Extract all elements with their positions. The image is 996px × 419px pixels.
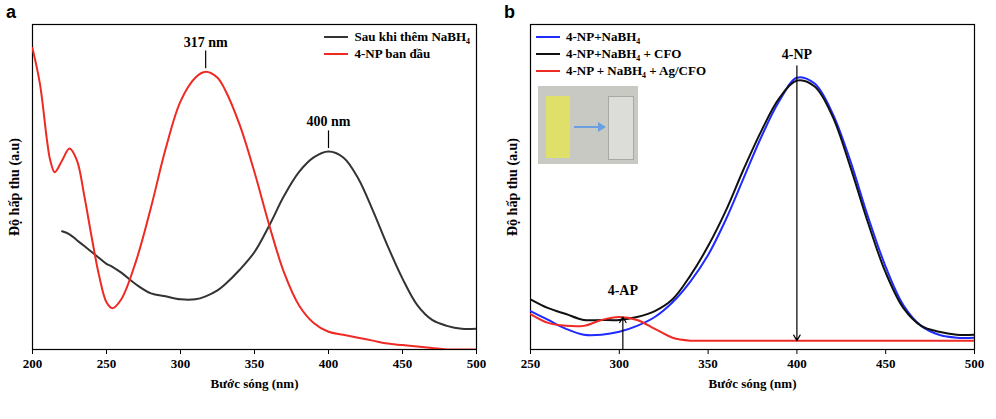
svg-text:4-AP: 4-AP	[608, 283, 639, 298]
html-text:b: b	[504, 2, 515, 22]
svg-text:450: 450	[393, 356, 413, 371]
html-text:4-NP + NaBH₄ + Ag/CFO: 4-NP + NaBH₄ + Ag/CFO	[566, 63, 707, 78]
svg-text:500: 500	[965, 356, 985, 371]
html-text:4-NP ban đầu: 4-NP ban đầu	[354, 46, 431, 61]
svg-text:500: 500	[467, 356, 487, 371]
svg-text:200: 200	[23, 356, 43, 371]
svg-text:350: 350	[698, 356, 718, 371]
svg-text:400: 400	[319, 356, 339, 371]
svg-text:250: 250	[97, 356, 117, 371]
svg-text:450: 450	[876, 356, 896, 371]
svg-text:250: 250	[521, 356, 541, 371]
html-text:4-NP+NaBH₄: 4-NP+NaBH₄	[566, 29, 641, 44]
svg-text:300: 300	[610, 356, 630, 371]
svg-text:350: 350	[245, 356, 265, 371]
html-text:a: a	[6, 2, 16, 22]
svg-text:400 nm: 400 nm	[307, 114, 351, 129]
html-text:4-NP+NaBH₄ + CFO: 4-NP+NaBH₄ + CFO	[566, 46, 682, 61]
svg-text:400: 400	[787, 356, 807, 371]
svg-text:4-NP: 4-NP	[782, 47, 813, 62]
svg-text:317 nm: 317 nm	[184, 35, 228, 50]
html-text:Độ hấp thu (a.u): Độ hấp thu (a.u)	[7, 137, 22, 236]
html-text:Độ hấp thu (a.u): Độ hấp thu (a.u)	[505, 137, 520, 236]
svg-text:300: 300	[171, 356, 191, 371]
html-text:Sau khi thêm NaBH₄: Sau khi thêm NaBH₄	[354, 29, 470, 44]
svg-text:Bước sóng (nm): Bước sóng (nm)	[211, 376, 299, 391]
svg-text:Bước sóng (nm): Bước sóng (nm)	[709, 376, 797, 391]
